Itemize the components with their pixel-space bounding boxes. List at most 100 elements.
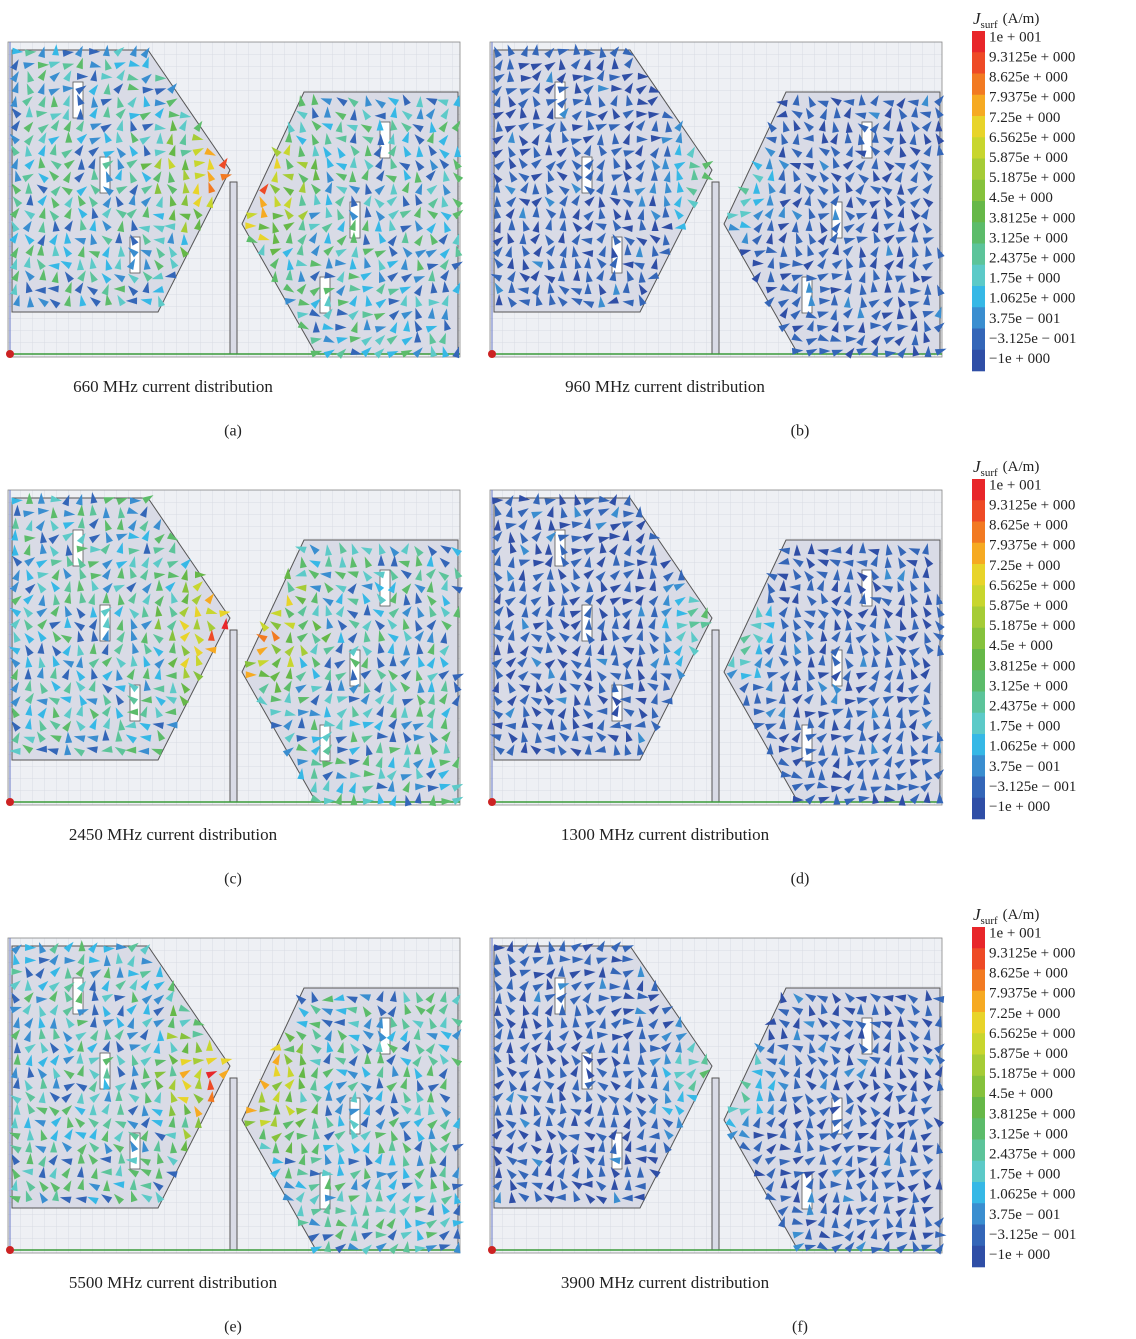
colorbar-label: 7.9375e + 000 xyxy=(989,538,1075,554)
colorbar-label: 1.0625e + 000 xyxy=(989,739,1075,755)
colorbar-label: 2.4375e + 000 xyxy=(989,1147,1075,1163)
color-band xyxy=(972,350,985,372)
panel-label: (b) xyxy=(791,423,810,440)
slot xyxy=(802,725,812,761)
colorbar-label: −3.125e − 001 xyxy=(989,779,1076,795)
panel-label: (a) xyxy=(224,423,242,440)
colorbar-label: −3.125e − 001 xyxy=(989,1227,1076,1243)
panel xyxy=(6,938,464,1255)
colorbar-label: 4.5e + 000 xyxy=(989,1086,1053,1102)
colorbar-label: 2.4375e + 000 xyxy=(989,699,1075,715)
color-band xyxy=(972,244,985,266)
caption: 3900 MHz current distribution xyxy=(561,1273,770,1292)
colorbar-label: 1.0625e + 000 xyxy=(989,1187,1075,1203)
title-unit: (A/m) xyxy=(1003,459,1040,475)
color-band xyxy=(972,713,985,735)
color-band xyxy=(972,180,985,202)
colorbar-label: 1e + 001 xyxy=(989,925,1042,941)
color-band xyxy=(972,734,985,756)
slot xyxy=(350,1098,360,1134)
slot xyxy=(320,1173,330,1209)
color-band xyxy=(972,607,985,629)
color-band xyxy=(972,500,985,522)
color-band xyxy=(972,307,985,329)
colorbar: Jsurf(A/m)1e + 0019.3125e + 0008.625e + … xyxy=(972,457,1076,819)
panel xyxy=(488,938,947,1255)
slot xyxy=(350,202,360,238)
color-band xyxy=(972,52,985,74)
slot xyxy=(802,1173,812,1209)
panel xyxy=(6,42,463,359)
color-band xyxy=(972,286,985,308)
colorbar-label: 6.5625e + 000 xyxy=(989,1026,1075,1042)
feed-line xyxy=(712,182,719,354)
colorbar-label: 1.75e + 000 xyxy=(989,1167,1060,1183)
slot xyxy=(802,277,812,313)
color-band xyxy=(972,137,985,159)
colorbar-label: 5.875e + 000 xyxy=(989,150,1068,166)
colorbar-title: Jsurf(A/m) xyxy=(973,457,1039,479)
colorbar-label: −1e + 000 xyxy=(989,1247,1050,1263)
colorbar-label: 7.25e + 000 xyxy=(989,1006,1060,1022)
colorbar-label: 5.1875e + 000 xyxy=(989,170,1075,186)
slot xyxy=(832,1098,842,1134)
color-band xyxy=(972,1203,985,1225)
panel xyxy=(6,490,464,807)
color-band xyxy=(972,777,985,799)
color-band xyxy=(972,670,985,692)
color-band xyxy=(972,1076,985,1098)
colorbar-label: 3.125e + 000 xyxy=(989,1126,1068,1142)
colorbar-label: 1e + 001 xyxy=(989,477,1042,493)
colorbar-label: 9.3125e + 000 xyxy=(989,498,1075,514)
origin-dot xyxy=(488,1246,496,1254)
colorbar-label: 5.1875e + 000 xyxy=(989,1066,1075,1082)
colorbar-label: 7.25e + 000 xyxy=(989,558,1060,574)
colorbar-label: 7.9375e + 000 xyxy=(989,986,1075,1002)
origin-dot xyxy=(6,350,14,358)
color-band xyxy=(972,159,985,181)
colorbar-label: 3.8125e + 000 xyxy=(989,210,1075,226)
colorbar-label: 1.0625e + 000 xyxy=(989,291,1075,307)
color-band xyxy=(972,1118,985,1140)
color-band xyxy=(972,543,985,565)
figure: 660 MHz current distribution(a)960 MHz c… xyxy=(0,0,1136,1339)
feed-line xyxy=(230,182,237,354)
colorbar-label: 1.75e + 000 xyxy=(989,719,1060,735)
color-band xyxy=(972,1225,985,1247)
origin-dot xyxy=(6,1246,14,1254)
color-band xyxy=(972,265,985,287)
color-band xyxy=(972,116,985,138)
slot xyxy=(350,650,360,686)
color-band xyxy=(972,564,985,586)
color-band xyxy=(972,927,985,949)
color-band xyxy=(972,1140,985,1162)
caption: 1300 MHz current distribution xyxy=(561,825,770,844)
colorbar-label: 3.75e − 001 xyxy=(989,311,1060,327)
colorbar-label: 9.3125e + 000 xyxy=(989,50,1075,66)
color-band xyxy=(972,74,985,96)
colorbar-label: 5.875e + 000 xyxy=(989,598,1068,614)
feed-line xyxy=(230,1078,237,1250)
colorbar: Jsurf(A/m)1e + 0019.3125e + 0008.625e + … xyxy=(972,9,1076,371)
color-band xyxy=(972,585,985,607)
colorbar-label: 3.75e − 001 xyxy=(989,1207,1060,1223)
color-band xyxy=(972,948,985,970)
panel-label: (d) xyxy=(791,871,810,888)
colorbar-label: 8.625e + 000 xyxy=(989,966,1068,982)
feed-line xyxy=(230,630,237,802)
color-band xyxy=(972,628,985,650)
panel-label: (c) xyxy=(224,871,242,888)
colorbar-label: 7.25e + 000 xyxy=(989,110,1060,126)
colorbar: Jsurf(A/m)1e + 001 9.3125e + 000 8.625e + … xyxy=(972,905,1076,1267)
colorbar-label: 1.75e + 000 xyxy=(989,271,1060,287)
colorbar-label: 9.3125e + 000 xyxy=(989,946,1075,962)
colorbar-label: 3.125e + 000 xyxy=(989,230,1068,246)
colorbar-label: 1e + 001 xyxy=(989,29,1042,45)
origin-dot xyxy=(6,798,14,806)
caption: 960 MHz current distribution xyxy=(565,377,765,396)
origin-dot xyxy=(488,350,496,358)
colorbar-title: Jsurf(A/m) xyxy=(973,9,1039,31)
colorbar-title: Jsurf(A/m) xyxy=(973,905,1039,927)
slot xyxy=(832,650,842,686)
color-band xyxy=(972,692,985,714)
